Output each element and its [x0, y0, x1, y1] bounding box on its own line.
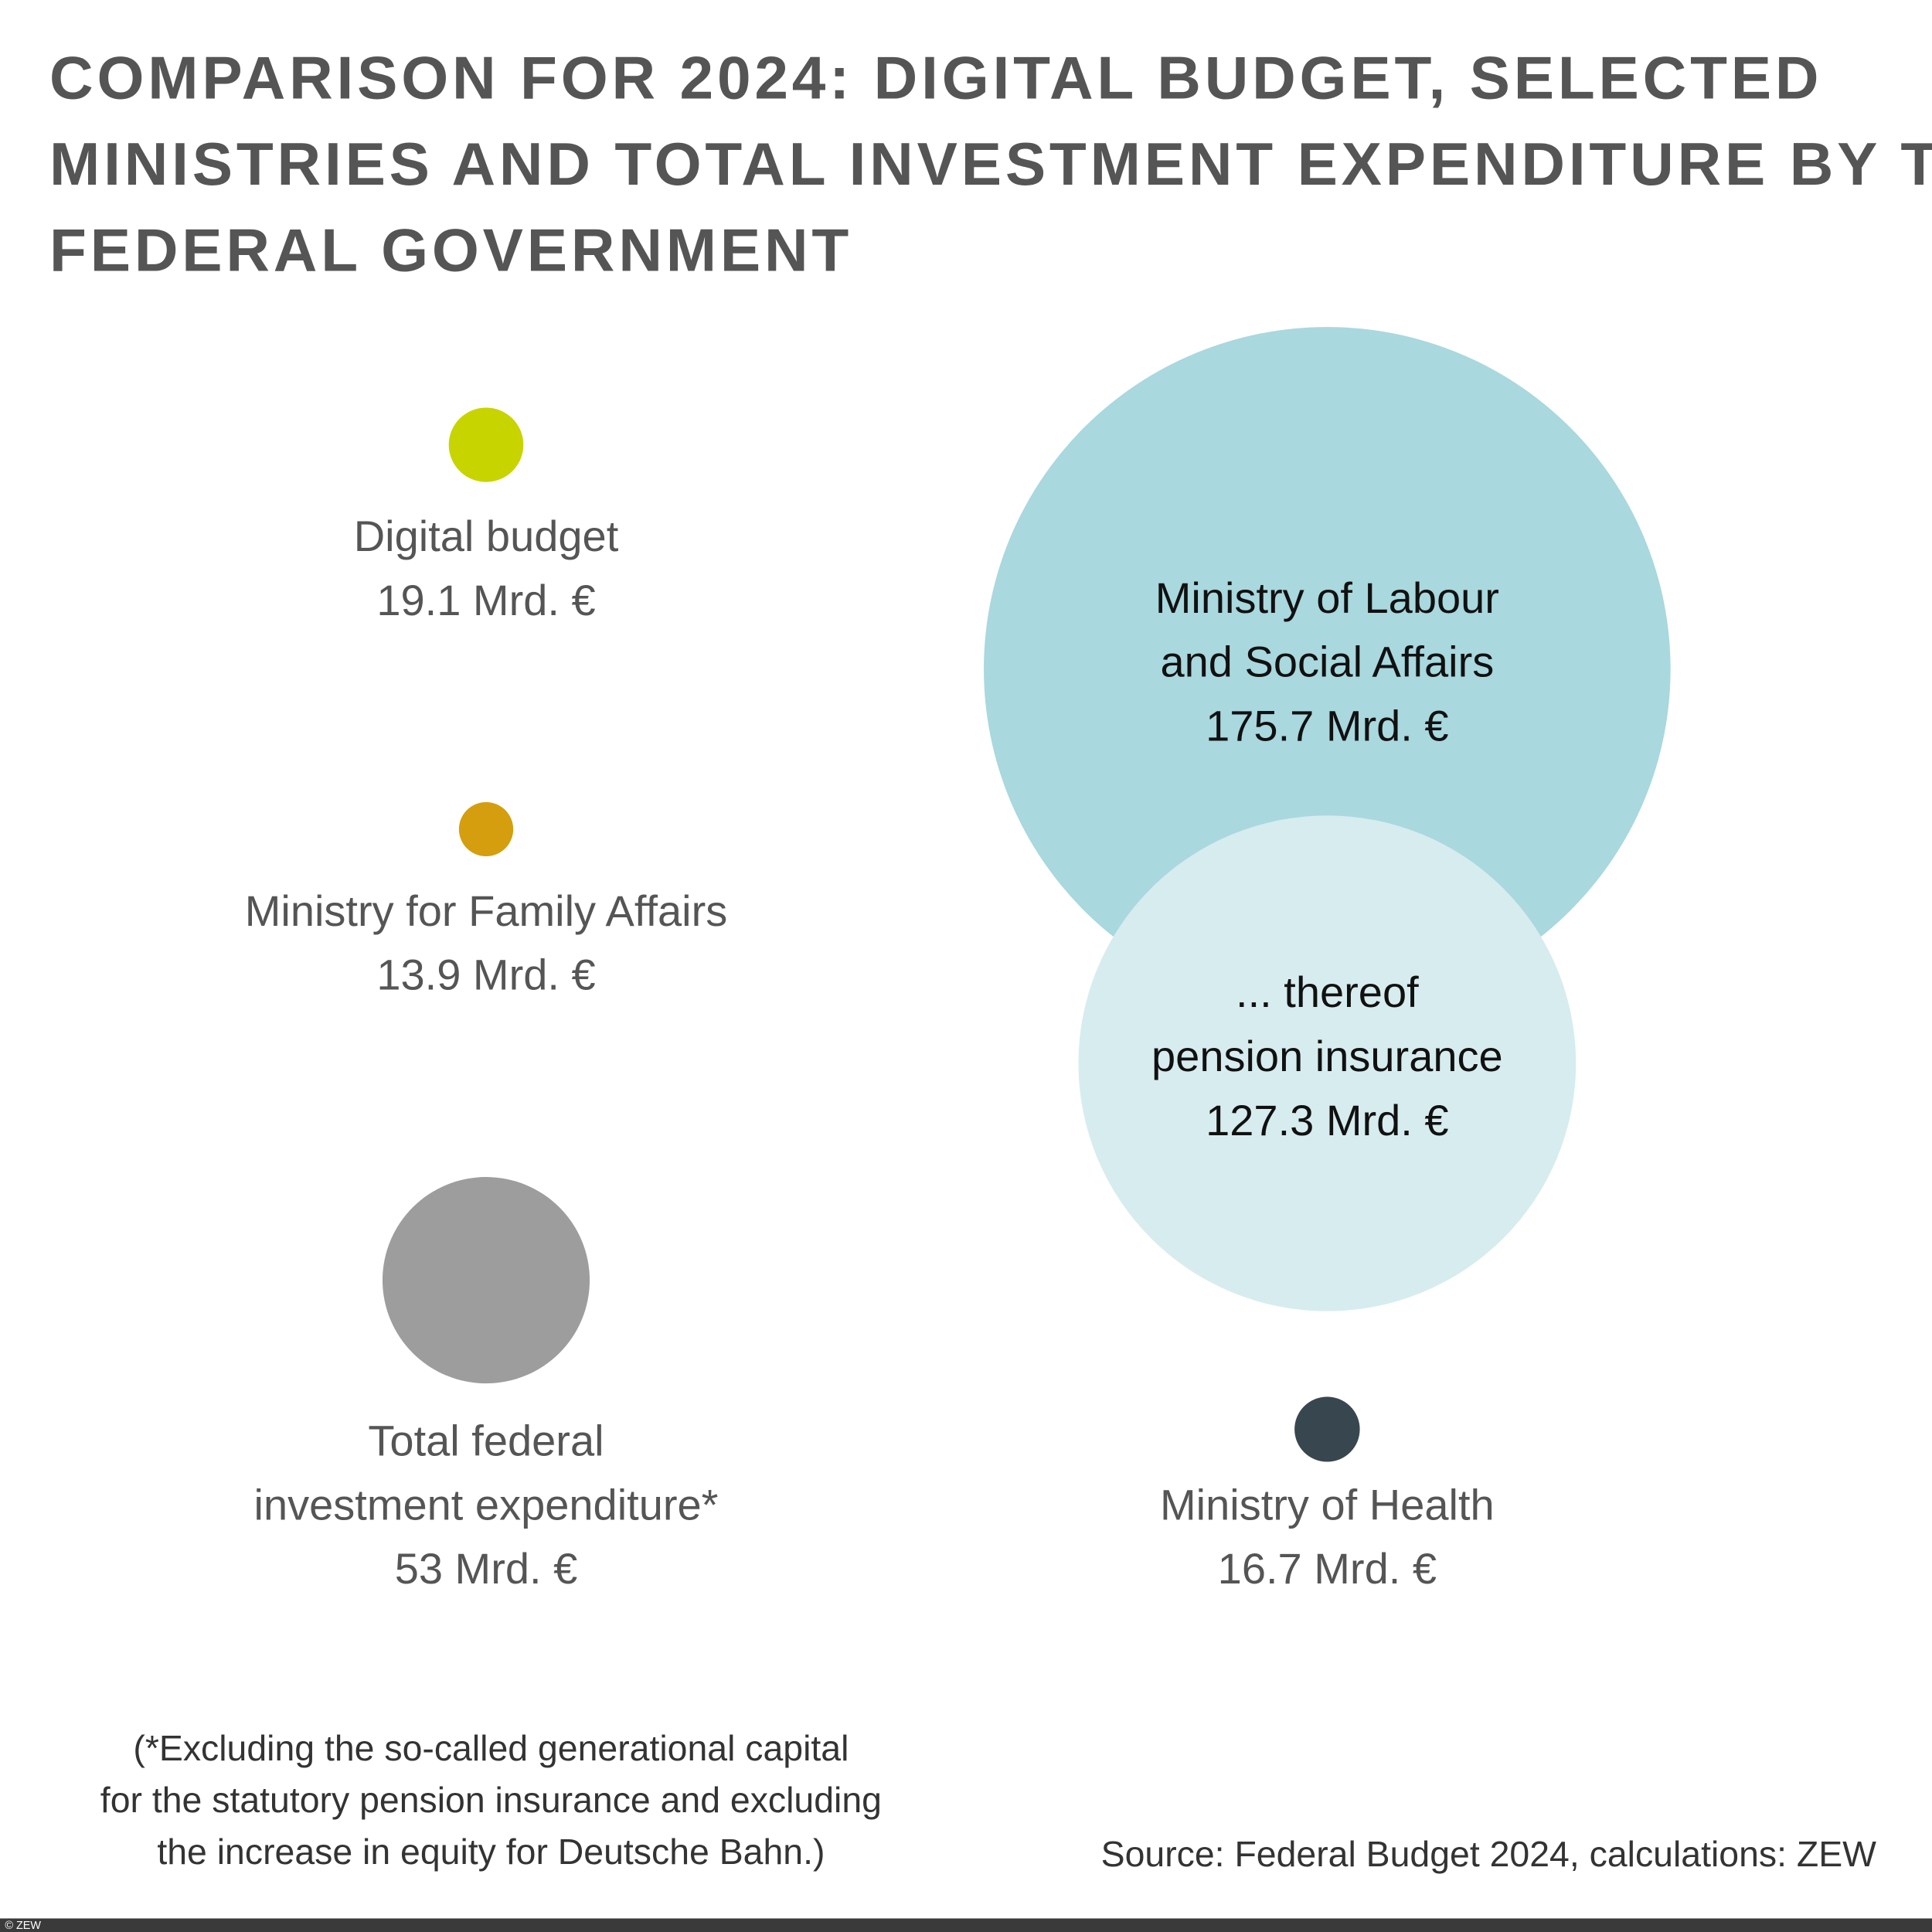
value-label: 19.1 Mrd. € — [376, 576, 595, 624]
footnote: for the statutory pension insurance and … — [100, 1780, 882, 1820]
chart-title: COMPARISON FOR 2024: DIGITAL BUDGET, SEL… — [49, 44, 1822, 112]
footnote: the increase in equity for Deutsche Bahn… — [157, 1832, 825, 1872]
bubble-label: Digital budget — [354, 512, 619, 560]
chart-title: FEDERAL GOVERNMENT — [49, 216, 852, 284]
bubble — [382, 1177, 590, 1384]
bubble — [448, 407, 524, 482]
bubble-label: Ministry of Labour — [1155, 573, 1499, 622]
value-label: 13.9 Mrd. € — [376, 951, 595, 999]
bubble-label: Ministry of Health — [1160, 1480, 1495, 1529]
bubble-label: Ministry for Family Affairs — [245, 886, 728, 935]
bubble-label: investment expenditure* — [254, 1480, 719, 1529]
chart-title: MINISTRIES AND TOTAL INVESTMENT EXPENDIT… — [49, 130, 1932, 198]
footnote: (*Excluding the so-called generational c… — [133, 1728, 849, 1768]
bubble — [984, 327, 1671, 1012]
value-label: 53 Mrd. € — [395, 1544, 578, 1593]
bubble — [1294, 1396, 1360, 1462]
copyright: © ZEW — [5, 1920, 41, 1932]
bubble-label: and Social Affairs — [1160, 638, 1494, 686]
bubble-label: pension insurance — [1151, 1032, 1503, 1080]
bubble-label: Total federal — [368, 1416, 604, 1464]
value-label: 127.3 Mrd. € — [1206, 1096, 1448, 1145]
value-label: 175.7 Mrd. € — [1206, 702, 1448, 750]
bubble-label: ... thereof — [1236, 968, 1419, 1016]
source: Source: Federal Budget 2024, calculation… — [1101, 1834, 1877, 1874]
bubble — [458, 802, 514, 857]
footer-bar — [0, 1918, 1932, 1932]
value-label: 16.7 Mrd. € — [1218, 1544, 1437, 1593]
bubble — [1078, 815, 1577, 1311]
